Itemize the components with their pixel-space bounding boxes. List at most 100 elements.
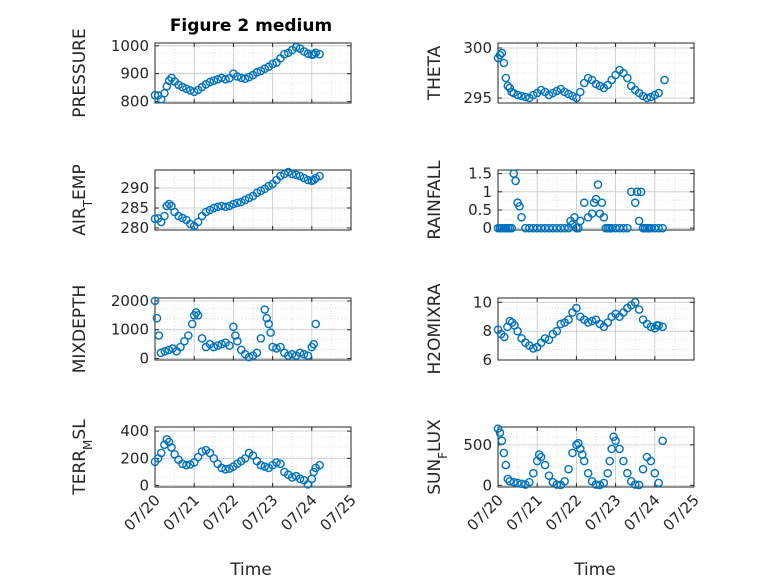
data-point	[658, 322, 667, 332]
data-point	[291, 170, 301, 180]
data-point	[619, 456, 628, 466]
data-point	[221, 202, 230, 212]
data-point	[309, 467, 319, 477]
data-point	[295, 348, 305, 358]
data-point	[660, 75, 669, 85]
data-point	[213, 341, 223, 350]
data-point	[597, 198, 607, 208]
data-point	[178, 82, 187, 92]
data-point	[176, 342, 185, 352]
data-point	[583, 468, 593, 478]
data-point	[534, 450, 544, 459]
axes-box	[497, 426, 695, 488]
data-point	[658, 223, 667, 233]
data-point	[162, 201, 172, 211]
data-point	[630, 198, 640, 208]
data-point	[564, 315, 573, 324]
data-point	[636, 187, 646, 197]
data-point	[619, 223, 628, 233]
data-point	[209, 342, 219, 352]
data-point	[499, 448, 509, 458]
data-point	[607, 75, 616, 85]
data-point	[544, 335, 554, 345]
data-point	[256, 460, 266, 470]
data-point	[240, 454, 250, 463]
data-point	[654, 478, 664, 488]
data-point	[501, 73, 511, 83]
data-point	[197, 334, 207, 343]
data-point	[167, 443, 176, 452]
data-point	[540, 334, 550, 343]
data-point	[579, 78, 589, 88]
y-axis-label: PRESSURE	[70, 28, 90, 117]
data-point	[517, 334, 526, 343]
data-point	[291, 42, 301, 52]
data-point	[154, 331, 164, 340]
data-point	[630, 298, 640, 307]
data-point	[295, 474, 305, 484]
data-point	[495, 428, 505, 437]
grid-lines	[154, 427, 352, 487]
x-axis-label-right: Time	[573, 560, 616, 580]
data-point	[193, 452, 203, 462]
data-point	[164, 199, 174, 209]
data-point	[568, 308, 577, 317]
data-point	[497, 48, 507, 58]
data-point	[568, 448, 577, 458]
y-axis-label: RAINFALL	[425, 160, 445, 240]
y-axis-label: THETA	[425, 45, 445, 101]
data-point	[609, 432, 618, 442]
data-point	[160, 347, 170, 356]
axes-box	[497, 297, 695, 361]
data-point	[513, 478, 522, 488]
axes-box	[154, 42, 352, 104]
x-tick-label: 07/21	[160, 491, 203, 534]
x-tick-label: 07/23	[238, 491, 281, 534]
y-tick-label: 285	[120, 199, 149, 217]
y-axis-label: H2OMIXRA	[425, 283, 445, 374]
data-point	[528, 344, 538, 353]
data-point	[280, 49, 289, 59]
y-tick-label: 1000	[111, 321, 149, 339]
data-point	[244, 352, 254, 362]
data-point	[205, 77, 215, 87]
data-point	[513, 90, 522, 100]
data-point	[511, 176, 520, 186]
y-tick-label: 300	[463, 39, 492, 57]
data-point	[599, 212, 609, 222]
data-point	[156, 448, 166, 458]
y-axis-label: AIRTEMP	[70, 164, 95, 235]
data-point	[150, 296, 160, 306]
data-point	[497, 436, 507, 446]
data-point	[209, 203, 219, 213]
x-tick-label: 07/20	[464, 491, 507, 534]
data-point	[260, 305, 270, 314]
data-point	[209, 76, 219, 85]
y-tick-label: 0	[482, 476, 492, 494]
data-point	[205, 448, 215, 458]
data-point	[540, 460, 550, 470]
data-point	[236, 345, 246, 355]
y-axis-label: TERRMSL	[70, 419, 95, 496]
data-point	[574, 438, 583, 448]
axes-box	[154, 169, 352, 231]
data-point	[579, 456, 589, 466]
data-point	[564, 464, 573, 474]
y-tick-label: 900	[120, 65, 149, 83]
data-point	[495, 50, 505, 60]
y-tick-label: 1	[482, 183, 492, 201]
data-point	[187, 319, 197, 329]
axes-box	[497, 42, 695, 104]
data-point	[164, 345, 174, 355]
subplot-2: 295 300 THETA	[425, 39, 695, 107]
data-point	[248, 451, 258, 460]
data-point	[599, 478, 609, 488]
data-point	[611, 436, 620, 446]
data-point	[315, 460, 324, 470]
data-point	[303, 479, 313, 489]
subplot-6: 6 8 10 H2OMIXRA	[425, 283, 695, 375]
data-point	[229, 199, 238, 209]
data-point	[638, 315, 648, 324]
